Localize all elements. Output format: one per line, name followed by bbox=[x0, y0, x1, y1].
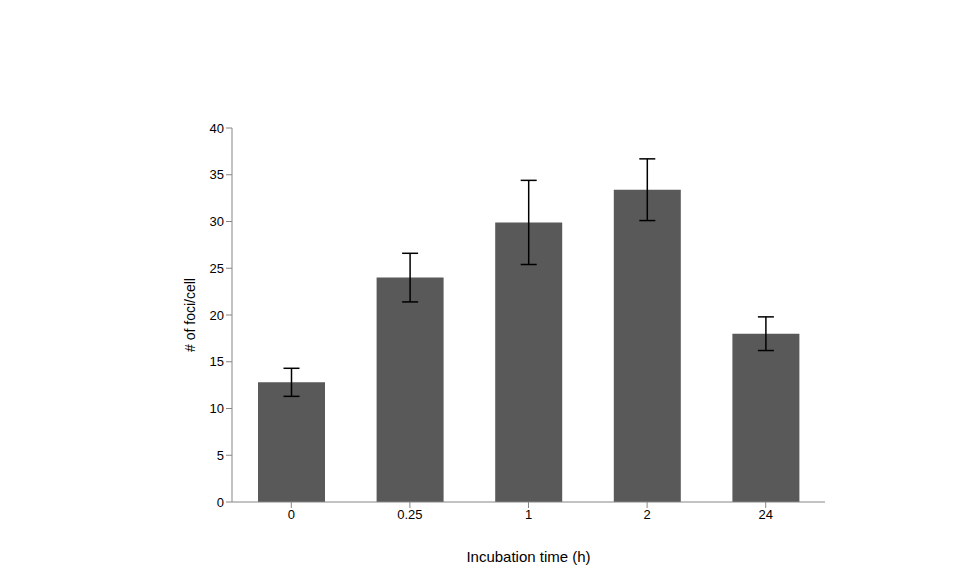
svg-text:Incubation time (h): Incubation time (h) bbox=[466, 548, 590, 565]
svg-text:1: 1 bbox=[525, 507, 532, 522]
svg-text:5: 5 bbox=[217, 448, 224, 463]
svg-text:10: 10 bbox=[210, 401, 224, 416]
svg-text:40: 40 bbox=[210, 121, 224, 136]
svg-text:# of foci/cell: # of foci/cell bbox=[182, 278, 198, 352]
svg-text:0: 0 bbox=[217, 495, 224, 510]
svg-text:15: 15 bbox=[210, 354, 224, 369]
svg-text:0: 0 bbox=[288, 507, 295, 522]
svg-text:24: 24 bbox=[758, 507, 772, 522]
svg-text:20: 20 bbox=[210, 308, 224, 323]
svg-text:2: 2 bbox=[643, 507, 650, 522]
svg-text:30: 30 bbox=[210, 214, 224, 229]
svg-text:0.25: 0.25 bbox=[397, 507, 422, 522]
svg-text:25: 25 bbox=[210, 261, 224, 276]
svg-text:35: 35 bbox=[210, 167, 224, 182]
